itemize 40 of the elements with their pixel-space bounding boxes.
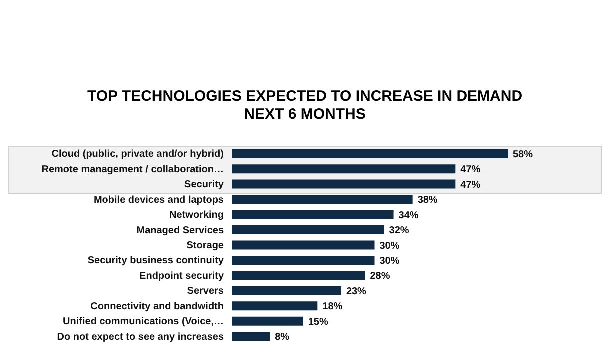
data-label: 34% (398, 210, 419, 222)
data-label: 38% (418, 195, 438, 206)
y-tick-label: Security (184, 180, 224, 191)
y-tick-label: Security business continuity (88, 256, 224, 267)
data-label: 23% (346, 286, 367, 298)
bar (232, 164, 456, 174)
y-tick-label: Remote management / collaboration… (42, 164, 224, 176)
y-tick-label: Cloud (public, private and/or hybrid) (52, 149, 224, 160)
bar (232, 256, 375, 265)
y-tick-label: Servers (187, 286, 224, 298)
bar (232, 180, 456, 189)
y-tick-label: Connectivity and bandwidth (90, 301, 224, 312)
data-label: 30% (380, 240, 400, 252)
data-label: 58% (513, 149, 534, 160)
data-label: 47% (460, 180, 481, 191)
data-label: 30% (380, 256, 400, 268)
y-tick-label: Networking (170, 210, 224, 222)
y-tick-label: Mobile devices and laptops (94, 194, 224, 206)
y-tick-label: Unified communications (Voice,… (63, 316, 224, 328)
bar (232, 226, 384, 235)
bar (232, 210, 394, 220)
y-tick-label: Storage (186, 240, 224, 252)
data-label: 28% (370, 271, 390, 282)
bar (232, 332, 270, 342)
bar (232, 149, 508, 158)
data-label: 8% (275, 332, 290, 343)
y-tick-label: Endpoint security (140, 270, 224, 282)
chart-title: TOP TECHNOLOGIES EXPECTED TO INCREASE IN DEMAND NEXT 6 MONTHS (86, 88, 524, 124)
bar (232, 240, 375, 250)
data-label: 32% (389, 226, 410, 237)
y-tick-label: Managed Services (136, 225, 224, 236)
bar (232, 271, 366, 280)
y-tick-label: Do not expect to see any increases (57, 332, 224, 343)
bar (232, 195, 413, 204)
bar (232, 302, 318, 311)
data-label: 15% (308, 316, 328, 328)
bar (232, 316, 304, 326)
data-label: 18% (322, 302, 343, 313)
bar (232, 286, 342, 296)
data-label: 47% (460, 164, 481, 176)
